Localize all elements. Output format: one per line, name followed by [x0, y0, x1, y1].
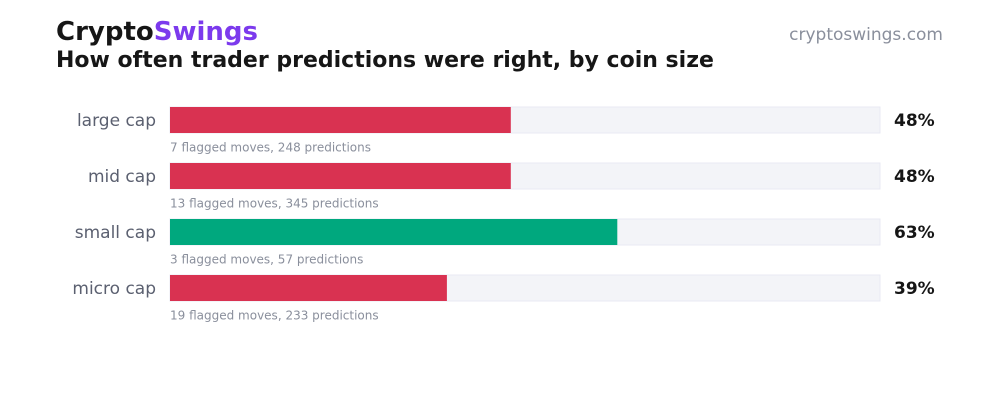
bar	[170, 163, 511, 189]
value-label: 48%	[894, 167, 935, 187]
bar-note: 7 flagged moves, 248 predictions	[170, 141, 371, 155]
bar	[170, 275, 447, 301]
bar	[170, 219, 618, 245]
value-label: 48%	[894, 111, 935, 131]
category-label: micro cap	[72, 279, 156, 299]
value-label: 39%	[894, 279, 935, 299]
bar-note: 3 flagged moves, 57 predictions	[170, 253, 363, 267]
value-label: 63%	[894, 223, 935, 243]
brand-prefix: Crypto	[56, 17, 154, 47]
brand: CryptoSwings	[56, 17, 258, 47]
category-label: large cap	[77, 111, 156, 131]
bar-note: 19 flagged moves, 233 predictions	[170, 309, 379, 323]
chart-title: How often trader predictions were right,…	[56, 48, 714, 73]
bar-note: 13 flagged moves, 345 predictions	[170, 197, 379, 211]
bar	[170, 107, 511, 133]
brand-suffix: Swings	[154, 17, 258, 47]
site: cryptoswings.com	[789, 25, 943, 45]
category-label: mid cap	[88, 167, 156, 187]
category-label: small cap	[75, 223, 156, 243]
